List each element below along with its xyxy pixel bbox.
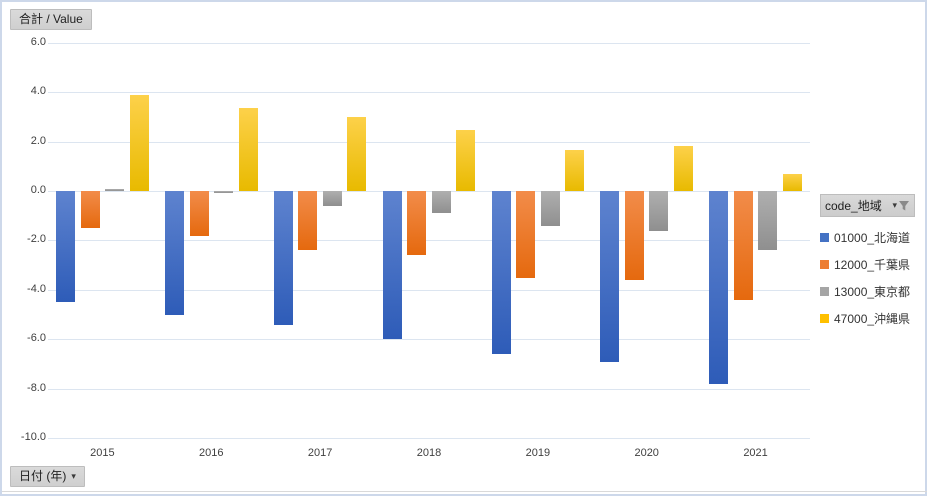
gridline xyxy=(48,290,810,291)
bar-13000_東京都-2018[interactable] xyxy=(431,191,451,214)
bar-12000_千葉県-2016[interactable] xyxy=(189,191,209,236)
bar-12000_千葉県-2017[interactable] xyxy=(298,191,318,251)
y-axis-tick-label: -2.0 xyxy=(27,233,46,245)
legend: code_地域 ▾ 01000_北海道 12000_千葉県 13000_東京都 470… xyxy=(820,194,920,326)
x-axis-tick-label: 2017 xyxy=(307,447,333,459)
bar-13000_東京都-2015[interactable] xyxy=(105,188,125,191)
legend-label: 01000_北海道 xyxy=(834,230,911,245)
legend-field-filter-button[interactable]: code_地域 ▾ xyxy=(820,194,915,217)
y-axis-tick-label: -8.0 xyxy=(27,382,46,394)
bar-47000_沖縄県-2016[interactable] xyxy=(238,108,258,191)
x-axis-tick-label: 2018 xyxy=(416,447,442,459)
y-axis-tick-label: -6.0 xyxy=(27,332,46,344)
x-axis-tick-label: 2016 xyxy=(199,447,224,459)
bar-01000_北海道-2017[interactable] xyxy=(273,191,293,325)
bottom-divider xyxy=(2,491,927,492)
gridline xyxy=(48,191,810,192)
x-axis-tick-label: 2020 xyxy=(634,447,659,459)
chevron-down-icon: ▾ xyxy=(71,471,76,481)
filter-funnel-icon xyxy=(899,200,909,210)
legend-label: 13000_東京都 xyxy=(834,284,911,299)
bar-47000_沖縄県-2018[interactable] xyxy=(456,130,476,191)
legend-swatch-icon xyxy=(820,313,829,323)
legend-field-label: code_地域 xyxy=(825,199,882,213)
bar-47000_沖縄県-2015[interactable] xyxy=(129,94,149,191)
legend-item: 47000_沖縄県 xyxy=(820,311,920,326)
bar-13000_東京都-2016[interactable] xyxy=(214,191,234,194)
gridline xyxy=(48,240,810,241)
legend-swatch-icon xyxy=(820,286,829,296)
bar-47000_沖縄県-2017[interactable] xyxy=(347,116,367,191)
bar-13000_東京都-2017[interactable] xyxy=(322,191,342,206)
bar-47000_沖縄県-2019[interactable] xyxy=(565,150,585,191)
pivot-value-field-button[interactable]: 合計 / Value xyxy=(10,9,92,30)
gridline xyxy=(48,339,810,340)
gridline xyxy=(48,43,810,44)
bar-12000_千葉県-2018[interactable] xyxy=(407,191,427,256)
legend-item: 01000_北海道 xyxy=(820,230,920,245)
x-axis-tick-label: 2021 xyxy=(743,447,768,459)
y-axis-tick-label: 0.0 xyxy=(30,184,46,196)
bar-01000_北海道-2018[interactable] xyxy=(382,191,402,340)
bar-01000_北海道-2019[interactable] xyxy=(491,191,511,355)
bar-01000_北海道-2020[interactable] xyxy=(600,191,620,362)
legend-item: 12000_千葉県 xyxy=(820,257,920,272)
bar-12000_千葉県-2020[interactable] xyxy=(624,191,644,281)
bar-12000_千葉県-2019[interactable] xyxy=(516,191,536,278)
bar-01000_北海道-2021[interactable] xyxy=(709,191,729,384)
legend-label: 47000_沖縄県 xyxy=(834,311,911,326)
legend-swatch-icon xyxy=(820,259,829,269)
x-axis-tick-label: 2015 xyxy=(90,447,115,459)
gridline xyxy=(48,389,810,390)
legend-label: 12000_千葉県 xyxy=(834,257,911,272)
y-axis-tick-label: 4.0 xyxy=(30,85,46,97)
bar-12000_千葉県-2015[interactable] xyxy=(80,191,100,229)
chevron-down-icon: ▾ xyxy=(892,200,897,210)
bar-13000_東京都-2019[interactable] xyxy=(540,191,560,226)
bar-01000_北海道-2015[interactable] xyxy=(56,191,76,303)
value-field-label: 合計 / Value xyxy=(19,12,83,26)
x-axis-tick-label: 2019 xyxy=(525,447,551,459)
bar-13000_東京都-2021[interactable] xyxy=(758,191,778,251)
legend-swatch-icon xyxy=(820,232,829,242)
bar-01000_北海道-2016[interactable] xyxy=(165,191,185,315)
bar-47000_沖縄県-2021[interactable] xyxy=(782,173,802,191)
y-axis-tick-label: 6.0 xyxy=(30,36,46,48)
bar-12000_千葉県-2021[interactable] xyxy=(733,191,753,300)
pivot-date-field-button[interactable]: 日付 (年) ▾ xyxy=(10,466,85,487)
gridline xyxy=(48,142,810,143)
bar-13000_東京都-2020[interactable] xyxy=(649,191,669,231)
date-field-label: 日付 (年) xyxy=(19,469,67,483)
gridline xyxy=(48,92,810,93)
bar-47000_沖縄県-2020[interactable] xyxy=(673,146,693,191)
y-axis-tick-label: -10.0 xyxy=(20,431,46,443)
gridline xyxy=(48,438,810,439)
legend-item: 13000_東京都 xyxy=(820,284,920,299)
y-axis-tick-label: 2.0 xyxy=(30,135,46,147)
y-axis-tick-label: -4.0 xyxy=(27,283,46,295)
legend-items: 01000_北海道 12000_千葉県 13000_東京都 47000_沖縄県 xyxy=(820,230,920,326)
